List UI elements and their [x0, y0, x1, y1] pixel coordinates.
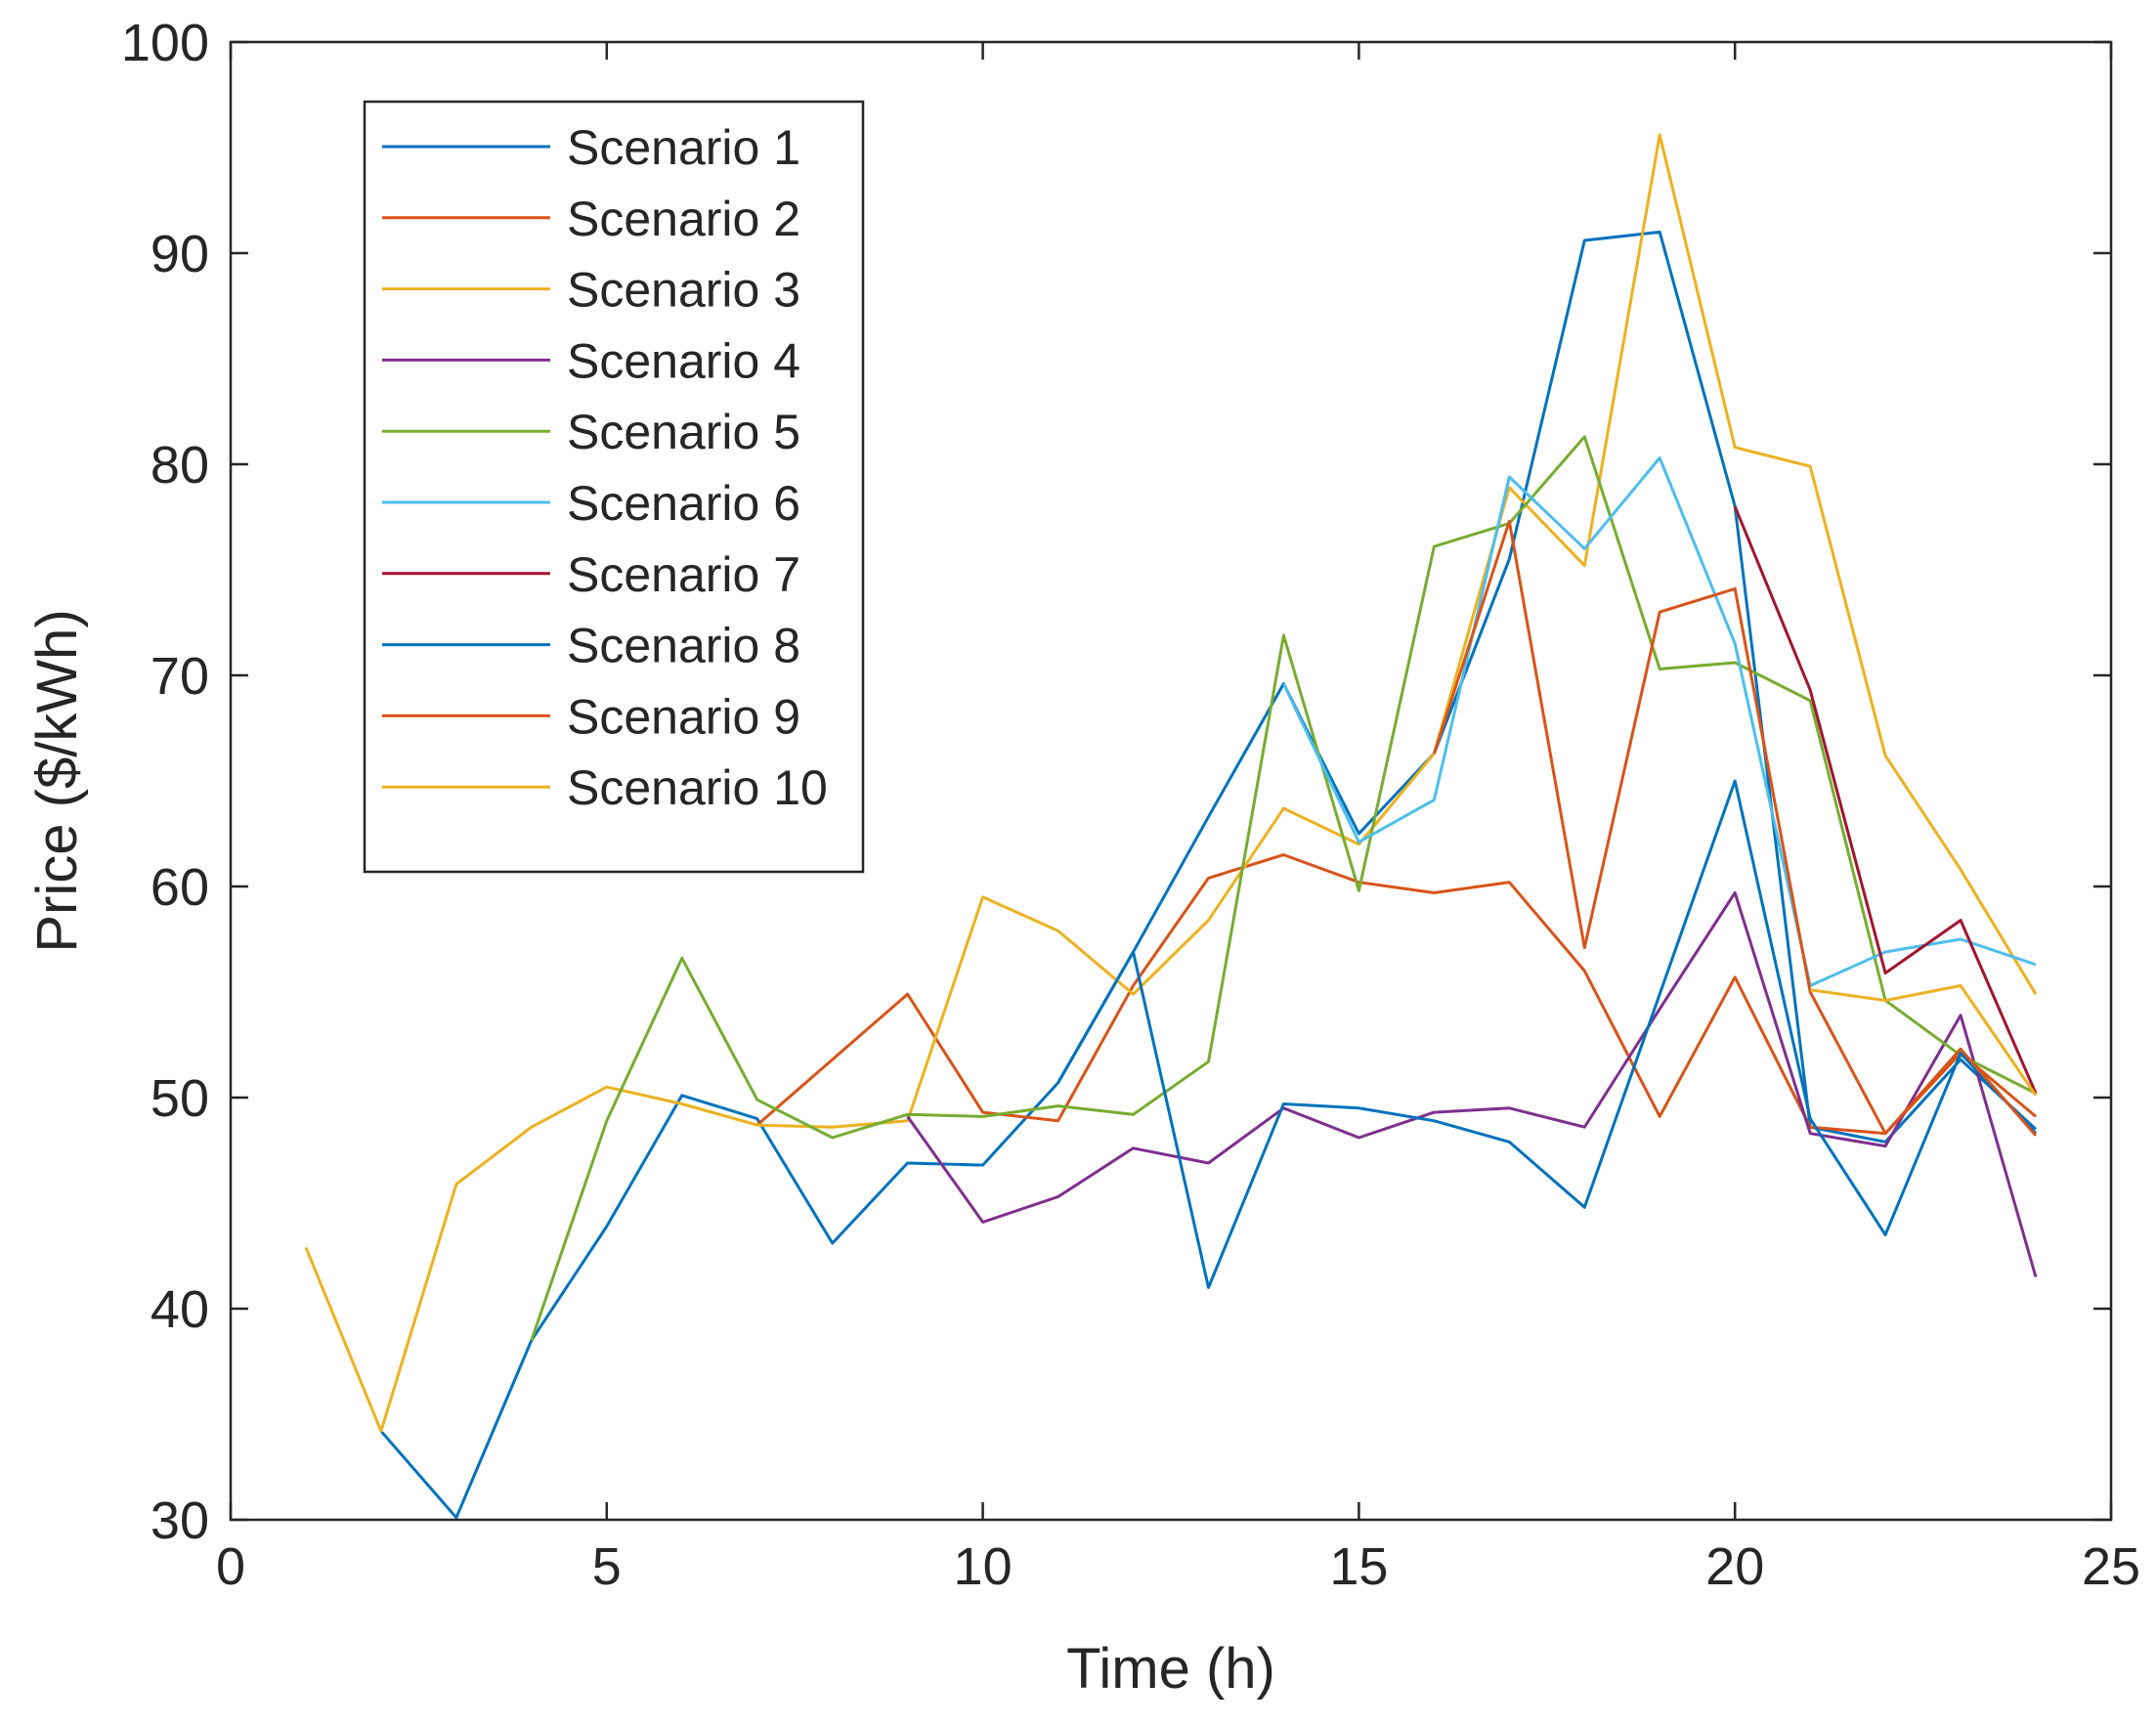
series-layer [304, 133, 2038, 1520]
axis-ticks: 0 5 10 15 20 25 30 40 50 60 70 80 90 100 [121, 14, 2140, 1596]
legend-label-scenario-7: Scenario 7 [567, 547, 800, 602]
series-line-scenario-1 [379, 230, 2038, 1520]
series-line-scenario-9 [1432, 519, 2038, 1137]
y-tick-label: 60 [151, 858, 209, 917]
legend-label-scenario-8: Scenario 8 [567, 619, 800, 673]
legend-label-scenario-9: Scenario 9 [567, 689, 800, 744]
y-tick-label: 90 [151, 225, 209, 283]
plot-frame [229, 40, 2113, 1522]
y-tick-label: 30 [151, 1491, 209, 1550]
y-axis-label: Price ($/kWh) [25, 609, 89, 952]
legend-label-scenario-2: Scenario 2 [567, 192, 800, 246]
series-line-scenario-4 [906, 891, 2038, 1278]
x-tick-label: 15 [1329, 1537, 1388, 1596]
series-line-scenario-10 [1809, 984, 2038, 1097]
legend-box [363, 100, 865, 874]
legend-label-scenario-10: Scenario 10 [567, 760, 828, 815]
x-tick-label: 5 [592, 1537, 622, 1596]
legend-label-scenario-1: Scenario 1 [567, 120, 800, 175]
x-tick-label: 0 [216, 1537, 245, 1596]
y-tick-label: 50 [151, 1069, 209, 1128]
y-tick-label: 70 [151, 647, 209, 706]
series-line-scenario-3 [304, 133, 2038, 1433]
y-tick-label: 40 [151, 1280, 209, 1339]
legend-label-scenario-5: Scenario 5 [567, 405, 800, 459]
legend-label-scenario-3: Scenario 3 [567, 263, 800, 318]
series-line-scenario-6 [1282, 456, 2037, 987]
y-tick-label: 100 [121, 14, 209, 72]
legend-label-scenario-6: Scenario 6 [567, 476, 800, 531]
x-tick-label: 25 [2082, 1537, 2140, 1596]
series-line-scenario-5 [530, 435, 2037, 1341]
x-tick-label: 20 [1705, 1537, 1764, 1596]
series-line-scenario-7 [1733, 505, 2038, 1095]
y-tick-label: 80 [151, 436, 209, 495]
legend: Scenario 1 Scenario 2 Scenario 3 Scenario 4… [363, 100, 865, 874]
x-tick-label: 10 [954, 1537, 1013, 1596]
legend-label-scenario-4: Scenario 4 [567, 333, 800, 388]
series-line-scenario-8 [1056, 779, 2038, 1289]
x-axis-label: Time (h) [1066, 1637, 1275, 1701]
series-line-scenario-2 [755, 853, 2037, 1136]
